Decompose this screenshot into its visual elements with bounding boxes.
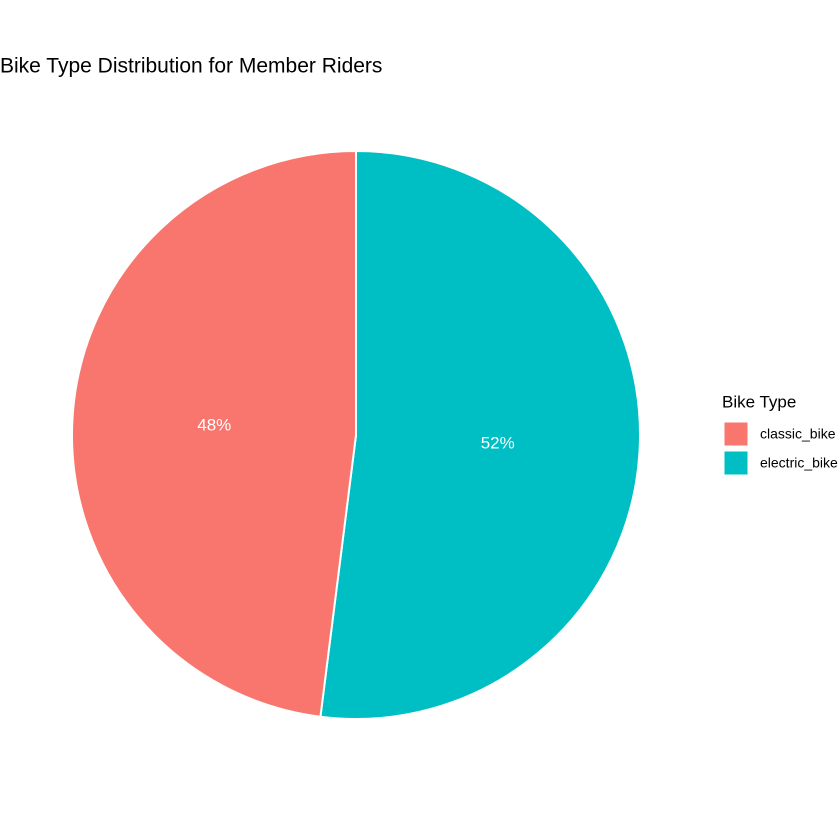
slice-label: 48% [197,416,231,435]
legend-title: Bike Type [722,392,796,411]
legend-label: classic_bike [760,426,836,442]
legend-key [723,450,749,476]
slice-label: 52% [481,433,515,452]
chart-title: Bike Type Distribution for Member Riders [0,55,382,78]
legend-key [723,421,749,447]
legend-label: electric_bike [760,455,838,471]
pie-slice [319,149,641,720]
pie-slice [71,149,357,718]
